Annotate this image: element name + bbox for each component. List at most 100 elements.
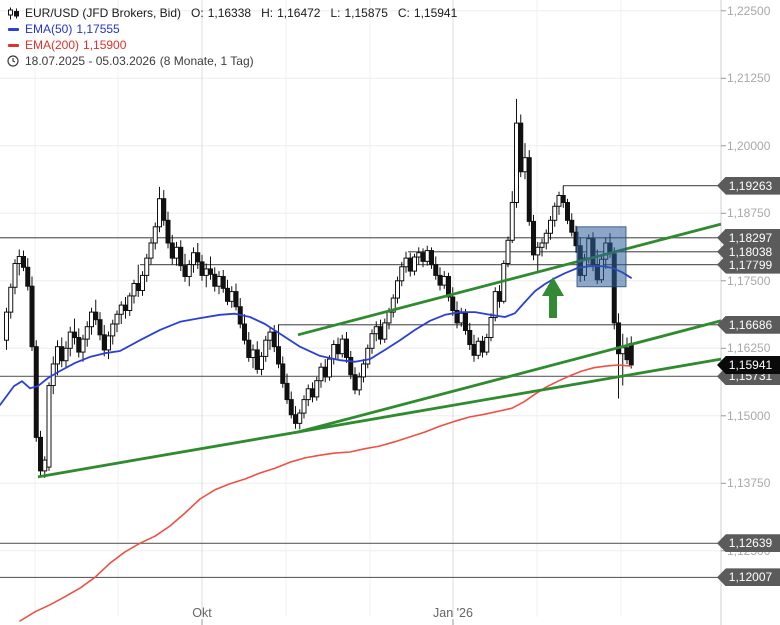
candle-body [106,335,111,351]
candle-body [220,275,226,289]
candle-body [352,374,358,391]
candle-body [339,338,345,355]
candle-body [123,304,128,312]
candle-body [543,232,549,244]
candle-body [471,344,477,356]
open-label: O: [191,6,204,20]
candle-body [280,363,286,384]
candle-body [314,380,320,398]
candle-body [72,331,77,339]
candle-body [407,257,413,272]
candle-body [492,291,498,319]
candle-body [55,346,60,365]
candle-body [433,264,439,276]
candle [526,150,532,226]
candle-body [522,157,528,173]
symbol-title: EUR/USD (JFD Brokers, Bid) [25,6,182,20]
candle-body [212,273,218,287]
candle-body [144,257,150,276]
symbol-row: EUR/USD (JFD Brokers, Bid) O: 1,16338 H: 1… [6,5,457,21]
candle-body [322,366,328,378]
candle-body [114,313,120,325]
high-value: 1,16472 [277,6,321,20]
candle [21,250,26,272]
candle-body [509,202,515,241]
candle-body [458,312,464,324]
candle-body [539,242,545,248]
candle [441,271,447,289]
candle-body [424,250,430,262]
candle [467,322,473,350]
candle [382,318,388,343]
ema200-line-icon [6,43,20,47]
candle-body [556,194,562,207]
candle-body [441,275,447,286]
low-label: L: [330,6,341,20]
candle-body [386,311,392,324]
candle-body [250,349,256,358]
candle [216,271,222,295]
candle-body [301,399,307,414]
candle [161,190,167,226]
candle-body [310,388,315,398]
candle [152,222,158,250]
candle-body [390,297,396,313]
candle [514,98,519,208]
candle [322,359,328,383]
candle [220,270,226,293]
candle-body [518,122,524,173]
axis-tick-label: 1,21250 [727,71,771,86]
candle-body [369,333,375,349]
candle-body [416,252,422,258]
candle-body [569,219,575,233]
candle [543,229,549,250]
candle [378,319,383,345]
up-arrow-annotation [542,277,564,319]
candle [450,287,456,316]
candle-body [361,363,366,378]
trendline [297,319,722,434]
price-level-badge: 1,18297 [717,228,780,247]
candle-body [131,283,137,297]
price-level-badge: 1,16686 [717,315,780,334]
axis-tick-label: 1,22500 [727,3,771,18]
candle-body [89,311,94,328]
candle [280,356,286,388]
candle [63,341,69,369]
candle [395,276,400,304]
candle [80,334,86,362]
candle [263,335,269,362]
candle [178,240,184,272]
candle [569,213,575,237]
candle [484,333,490,356]
candle [331,340,337,365]
candle-body [140,274,145,292]
candle-body [199,261,205,276]
candle [110,319,116,345]
date-range: 18.07.2025 - 05.03.2026 [25,54,156,68]
candle [140,271,145,296]
candle [361,359,366,383]
clock-icon [6,55,20,67]
candle [123,297,128,319]
candle-body [348,356,354,376]
candle-body [488,317,494,338]
candle-body [97,319,103,336]
candle-body [21,256,26,268]
candle-body [25,266,31,287]
candle [118,301,124,324]
candle-body [318,366,324,382]
candle-body [263,339,269,357]
candle [165,211,171,249]
candle-body [382,322,388,340]
candle [297,409,303,430]
candle [497,285,502,308]
candle [429,247,434,269]
candle [233,283,239,311]
ema50-line-icon [6,27,20,31]
candle [518,114,524,178]
candle [522,143,528,180]
candle [301,395,307,419]
candle [76,328,82,358]
